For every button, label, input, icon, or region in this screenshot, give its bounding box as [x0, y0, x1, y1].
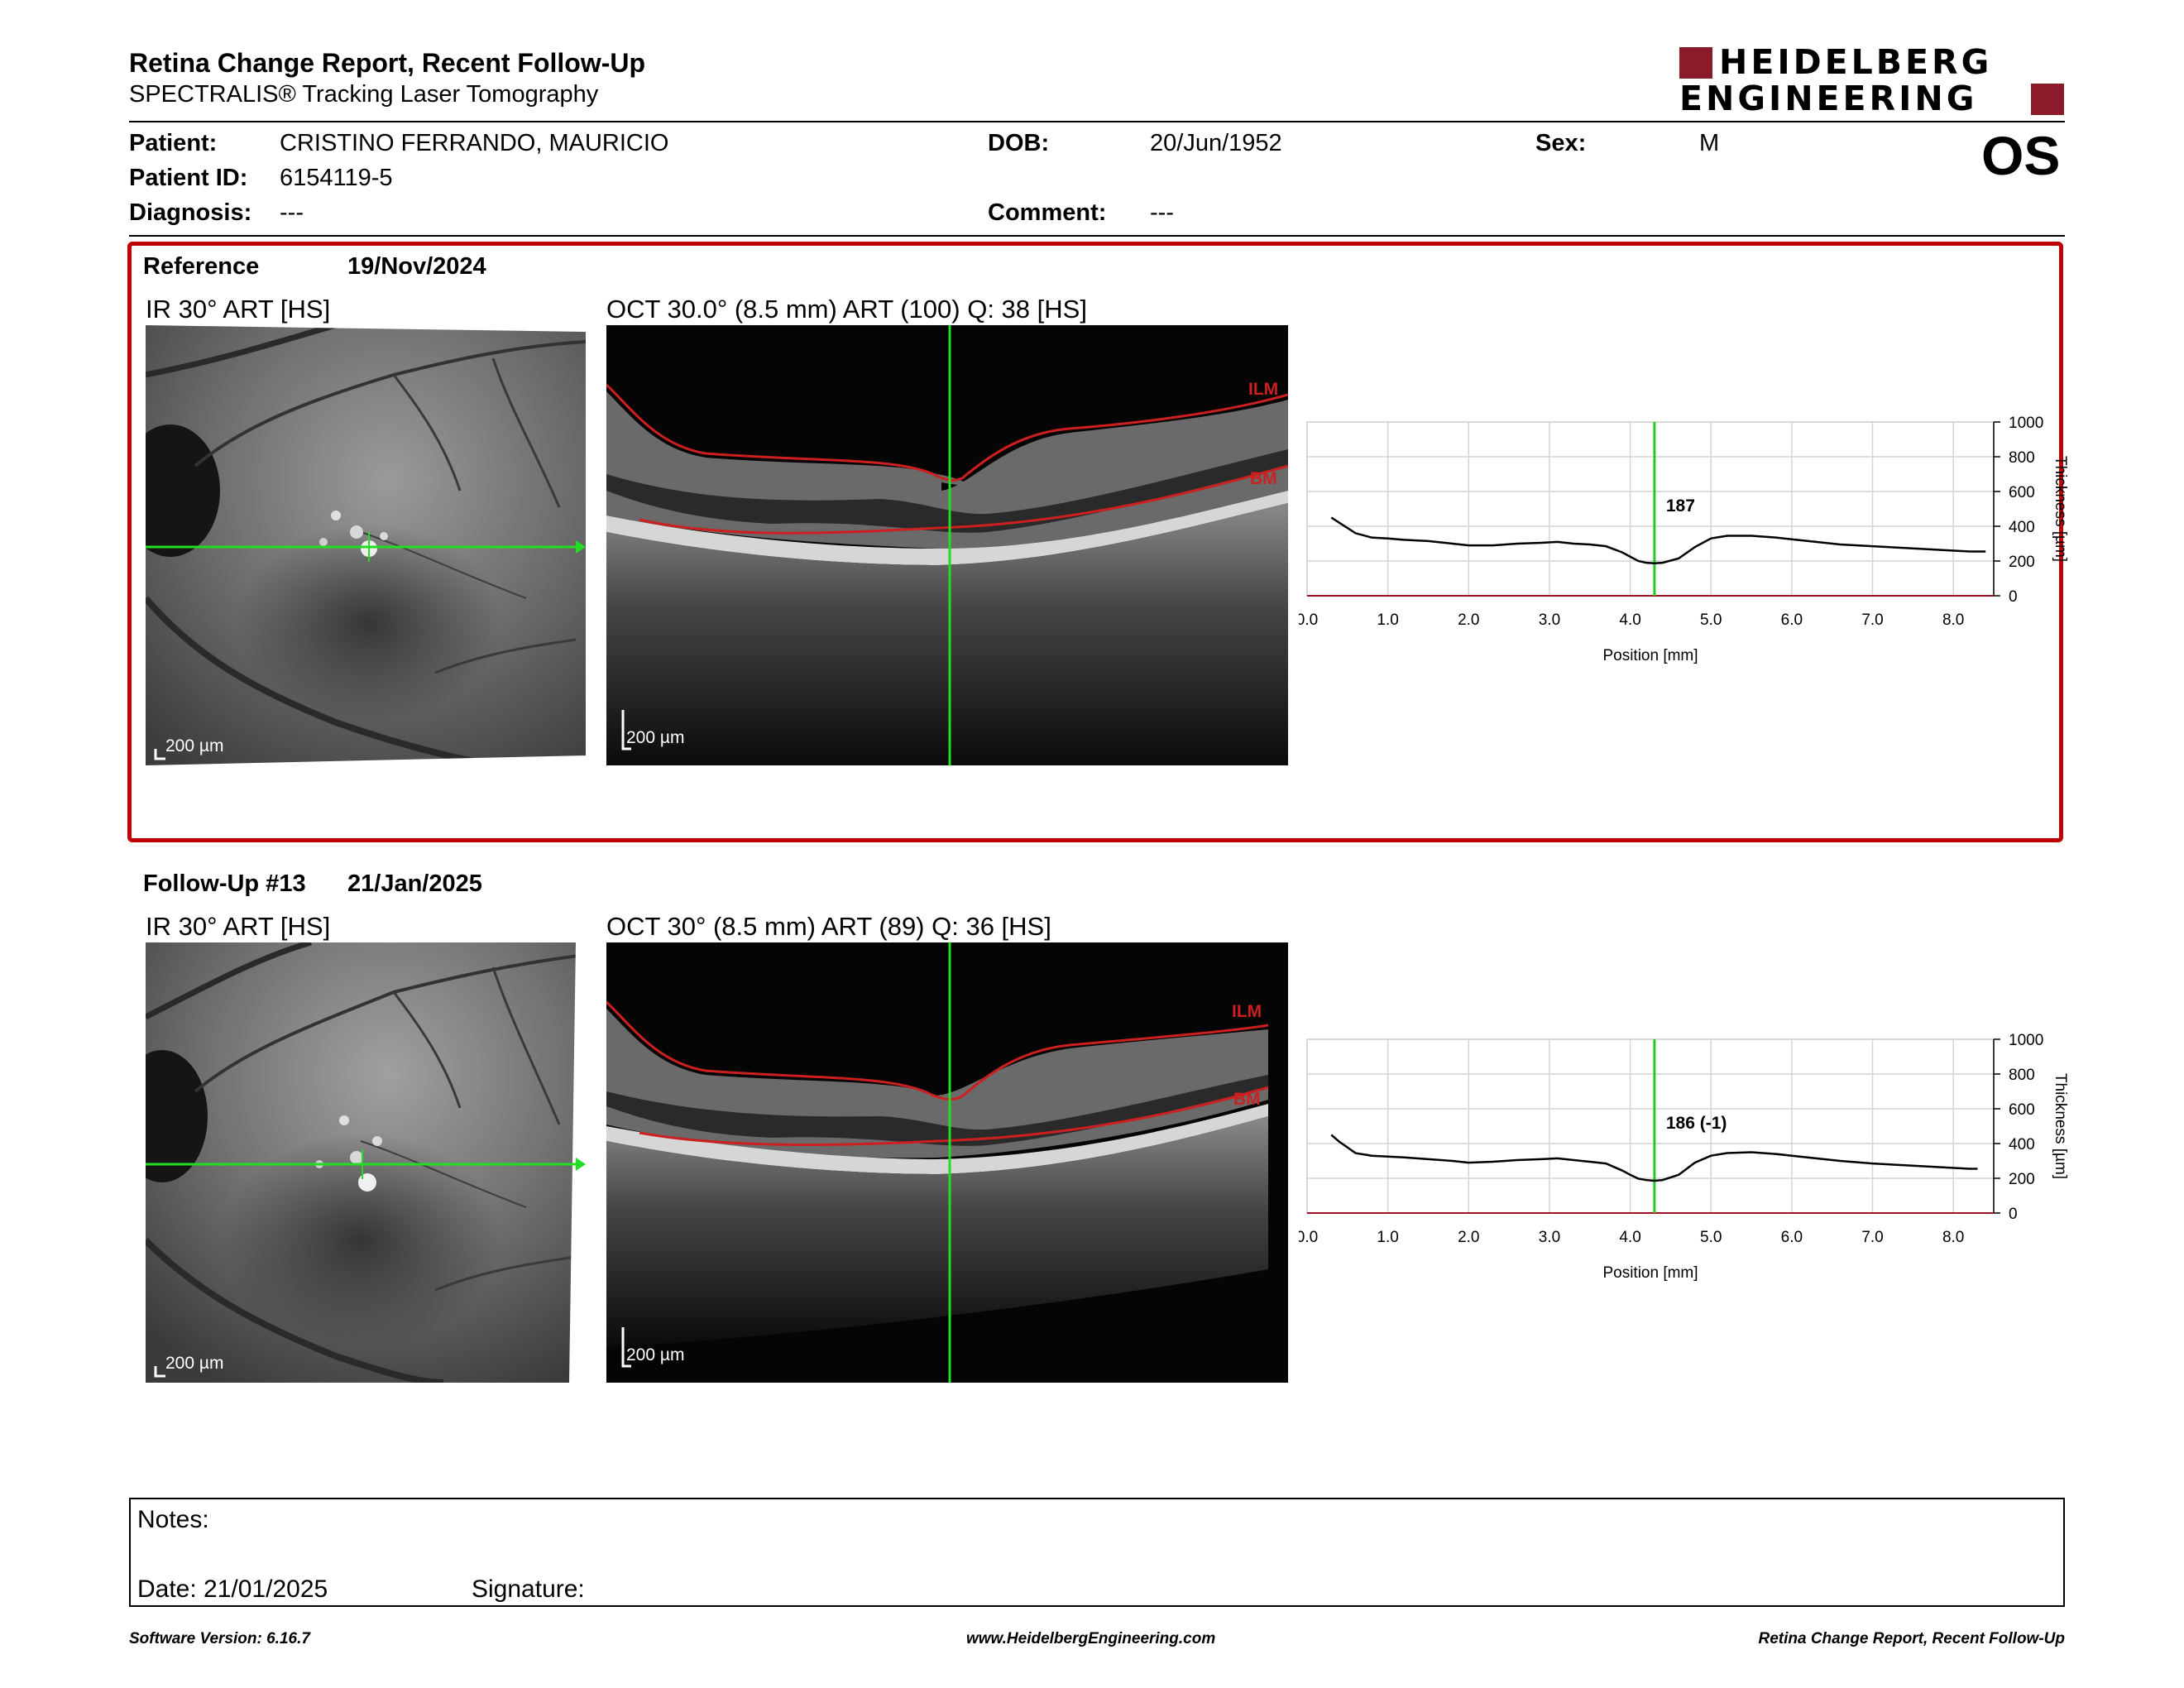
patient-label: Patient:: [129, 130, 218, 156]
ref-ir-caption: IR 30° ART [HS]: [146, 295, 331, 324]
fu-ilm-label: ILM: [1232, 1002, 1262, 1021]
x-tick-label: 1.0: [1377, 611, 1398, 629]
logo-line1: HEIDELBERG: [1719, 42, 1993, 82]
x-tick-label: 5.0: [1700, 611, 1722, 629]
heidelberg-logo: HEIDELBERG ENGINEERING: [1679, 46, 2072, 116]
fu-ir-caption: IR 30° ART [HS]: [146, 912, 331, 941]
ref-ir-fundus-image[interactable]: 200 µm: [146, 325, 586, 765]
header-divider: [129, 121, 2065, 122]
x-tick-label: 0.0: [1299, 1229, 1318, 1246]
fu-thickness-chart: 0.0 1.0 2.0 3.0 4.0 5.0 6.0 7.0 8.0 0 200 400 600 800…: [1296, 1031, 2076, 1304]
y-tick-label: 400: [2009, 519, 2035, 536]
patient-id-label: Patient ID:: [129, 165, 248, 191]
patient-id-value: 6154119-5: [280, 165, 393, 191]
footer-website[interactable]: www.HeidelbergEngineering.com: [966, 1630, 1216, 1647]
report-title: Retina Change Report, Recent Follow-Up: [129, 48, 646, 78]
ref-oct-bscan-image[interactable]: ILM BM 200 µm: [606, 325, 1288, 765]
x-tick-label: 2.0: [1458, 611, 1479, 629]
diagnosis-label: Diagnosis:: [129, 199, 252, 226]
fu-thickness-chart-svg: 0.0 1.0 2.0 3.0 4.0 5.0 6.0 7.0 8.0 0 200 400 600 800…: [1296, 1032, 2069, 1282]
dob-label: DOB:: [988, 130, 1050, 156]
fu-oct-scalebar: 200 µm: [626, 1345, 685, 1364]
dob-value: 20/Jun/1952: [1150, 130, 1282, 156]
y-tick-label: 0: [2009, 588, 2018, 606]
x-tick-label: 8.0: [1942, 1229, 1964, 1246]
x-axis-label: Position [mm]: [1602, 1264, 1698, 1282]
ref-thickness-chart: 0.0 1.0 2.0 3.0 4.0 5.0 6.0 7.0 8.0 0 200 400 600 800…: [1296, 414, 2076, 687]
x-tick-label: 7.0: [1861, 611, 1883, 629]
y-axis-label: Thickness [µm]: [2052, 456, 2069, 562]
patient-name: CRISTINO FERRANDO, MAURICIO: [280, 130, 669, 156]
ref-oct-scalebar: 200 µm: [626, 728, 685, 747]
y-axis-label: Thickness [µm]: [2052, 1073, 2069, 1179]
report-subtitle: SPECTRALIS® Tracking Laser Tomography: [129, 81, 599, 108]
reference-label: Reference: [143, 253, 260, 280]
cursor-value-label: 187: [1666, 496, 1695, 516]
x-axis-label: Position [mm]: [1602, 647, 1698, 664]
sex-value: M: [1699, 130, 1720, 156]
x-tick-label: 1.0: [1377, 1229, 1398, 1246]
x-tick-label: 7.0: [1861, 1229, 1883, 1246]
plot-area: [1306, 1038, 1995, 1214]
x-tick-label: 3.0: [1539, 611, 1560, 629]
y-tick-label: 600: [2009, 484, 2035, 501]
x-tick-label: 4.0: [1619, 1229, 1640, 1246]
fu-ir-scalebar: 200 µm: [165, 1354, 224, 1373]
ref-thickness-chart-svg: 0.0 1.0 2.0 3.0 4.0 5.0 6.0 7.0 8.0 0 200 400 600 800…: [1296, 415, 2069, 664]
reference-frame: [127, 242, 2063, 842]
sex-label: Sex:: [1535, 130, 1587, 156]
x-tick-label: 6.0: [1781, 611, 1803, 629]
y-tick-label: 200: [2009, 1171, 2035, 1188]
fu-ir-fundus-image[interactable]: 200 µm: [146, 942, 586, 1383]
x-tick-label: 5.0: [1700, 1229, 1722, 1246]
comment-value: ---: [1150, 199, 1174, 226]
logo-square-top: [1679, 47, 1712, 79]
y-tick-label: 200: [2009, 554, 2035, 571]
x-tick-label: 0.0: [1299, 611, 1318, 629]
patient-divider: [129, 235, 2065, 237]
signature-label: Signature:: [472, 1575, 585, 1603]
notes-date: Date: 21/01/2025: [137, 1575, 328, 1603]
followup-label: Follow-Up #13: [143, 870, 306, 897]
reference-date: 19/Nov/2024: [347, 253, 486, 280]
y-tick-label: 800: [2009, 1067, 2035, 1084]
footer-software-version: Software Version: 6.16.7: [129, 1630, 310, 1647]
y-tick-label: 600: [2009, 1101, 2035, 1119]
x-tick-label: 6.0: [1781, 1229, 1803, 1246]
y-tick-label: 0: [2009, 1206, 2018, 1223]
ref-oct-caption: OCT 30.0° (8.5 mm) ART (100) Q: 38 [HS]: [606, 295, 1087, 324]
notes-box[interactable]: Notes: Date: 21/01/2025 Signature:: [129, 1498, 2065, 1607]
logo-square-bottom: [2031, 84, 2064, 115]
y-tick-label: 800: [2009, 449, 2035, 467]
x-tick-label: 3.0: [1539, 1229, 1560, 1246]
thickness-series-line: [1330, 1134, 1978, 1182]
x-tick-label: 4.0: [1619, 611, 1640, 629]
footer-report-name: Retina Change Report, Recent Follow-Up: [1758, 1630, 2065, 1647]
y-tick-label: 400: [2009, 1136, 2035, 1153]
comment-label: Comment:: [988, 199, 1107, 226]
x-tick-label: 8.0: [1942, 611, 1964, 629]
eye-indicator: OS: [1981, 125, 2061, 186]
notes-label: Notes:: [137, 1506, 209, 1533]
x-tick-label: 2.0: [1458, 1229, 1479, 1246]
ref-ir-scalebar: 200 µm: [165, 736, 224, 755]
logo-line2: ENGINEERING: [1679, 79, 1978, 118]
diagnosis-value: ---: [280, 199, 304, 226]
ref-ilm-label: ILM: [1248, 380, 1279, 399]
plot-area: [1306, 421, 1995, 597]
followup-date: 21/Jan/2025: [347, 870, 482, 897]
ref-bm-label: BM: [1250, 469, 1277, 488]
y-tick-label: 1000: [2009, 415, 2043, 432]
y-tick-label: 1000: [2009, 1032, 2043, 1049]
cursor-value-label: 186 (-1): [1666, 1114, 1727, 1133]
fu-oct-caption: OCT 30° (8.5 mm) ART (89) Q: 36 [HS]: [606, 912, 1051, 941]
thickness-series-line: [1330, 516, 1986, 564]
fu-bm-label: BM: [1233, 1090, 1261, 1109]
fu-oct-bscan-image[interactable]: ILM BM 200 µm: [606, 942, 1288, 1383]
